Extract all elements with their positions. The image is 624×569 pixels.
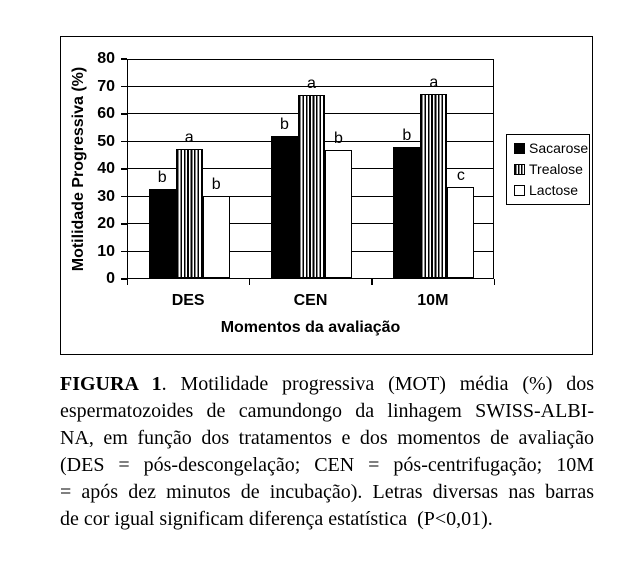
bar-10m-lactose	[447, 187, 475, 278]
y-tick-mark	[121, 113, 127, 115]
legend-item-trealose: Trealose	[514, 162, 589, 177]
bar-cen-lactose	[325, 150, 352, 278]
caption-line-1-text: . Motilidade progressiva (MOT) média (%)…	[161, 373, 594, 395]
legend-item-sacarose: Sacarose	[514, 141, 589, 156]
y-tick-label-60: 60	[97, 105, 115, 122]
x-category-label-des: DES	[171, 292, 205, 309]
x-category-label-cen: CEN	[293, 292, 328, 309]
x-axis: DES CEN 10M	[61, 37, 592, 354]
y-tick-label-50: 50	[97, 132, 115, 150]
legend-swatch-striped-icon	[514, 164, 525, 175]
y-axis: 0 10 20 30 40 50 60 70 80	[61, 37, 592, 354]
y-tick-mark	[121, 195, 127, 197]
significance-letter: b	[211, 175, 221, 193]
caption-figure-label: FIGURA 1	[60, 373, 162, 395]
significance-letter: b	[402, 127, 412, 145]
legend-swatch-open-icon	[514, 185, 525, 196]
y-tick-mark	[121, 85, 127, 87]
significance-letter: b	[280, 116, 289, 134]
y-tick-label-70: 70	[97, 77, 115, 95]
bar-des-lactose	[202, 195, 230, 278]
caption-line-2: espermatozoides de camundongo da linhage…	[60, 400, 594, 422]
y-tick-label-20: 20	[97, 215, 115, 232]
y-tick-mark	[121, 168, 127, 170]
y-tick-mark	[121, 223, 127, 225]
figure-caption: FIGURA 1. Motilidade progressiva (MOT) m…	[60, 371, 594, 533]
x-axis-title: Momentos da avaliação	[220, 319, 401, 336]
bar-cen-trealose	[298, 95, 325, 278]
y-tick-mark	[121, 140, 127, 142]
caption-line-5: = após dez minutos de incubação). Letras…	[60, 481, 594, 503]
legend-label-lactose: Lactose	[529, 182, 579, 198]
x-tick-mark	[248, 279, 251, 285]
y-tick-label-10: 10	[97, 242, 115, 260]
legend-label-trealose: Trealose	[529, 161, 583, 177]
y-tick-label-40: 40	[97, 160, 115, 177]
caption-line-1: FIGURA 1. Motilidade progressiva (MOT) m…	[60, 371, 594, 398]
significance-letter: b	[334, 130, 343, 148]
y-tick-label-30: 30	[97, 187, 115, 205]
significance-letter: a	[307, 75, 316, 93]
bar-10m-sacarose	[393, 147, 421, 278]
y-tick-mark	[121, 278, 127, 280]
significance-letter: a	[184, 128, 194, 146]
caption-line-4: (DES = pós-descongelação; CEN = pós-cent…	[60, 454, 594, 476]
legend-swatch-solid-icon	[514, 143, 525, 154]
bar-des-trealose	[175, 148, 203, 278]
figure-box: Motilidade Progressiva (%) 0 10 20 30 40 50 60…	[60, 36, 593, 355]
y-tick-mark	[121, 250, 127, 252]
bar-10m-trealose	[420, 93, 448, 278]
x-tick-mark	[126, 279, 128, 285]
significance-letter: b	[157, 168, 167, 186]
legend: Sacarose Trealose Lactose	[506, 134, 590, 205]
bar-cen-sacarose	[271, 136, 298, 278]
x-tick-mark	[493, 279, 495, 285]
caption-line-6: de cor igual significam diferença estatí…	[60, 508, 493, 530]
plot-area: b a b b a b b a c	[127, 59, 494, 279]
y-tick-label-0: 0	[106, 270, 115, 287]
caption-line-3: NA, em função dos tratamentos e dos mome…	[60, 427, 594, 449]
significance-letter: a	[429, 73, 439, 91]
legend-item-lactose: Lactose	[514, 183, 589, 198]
x-tick-mark	[371, 279, 373, 285]
legend-label-sacarose: Sacarose	[529, 140, 589, 156]
significance-letter: c	[456, 167, 465, 185]
bar-des-sacarose	[148, 188, 176, 278]
gridline-70	[128, 85, 493, 87]
y-tick-mark	[121, 58, 127, 60]
x-category-label-10m: 10M	[417, 292, 449, 309]
y-tick-label-80: 80	[97, 50, 115, 67]
